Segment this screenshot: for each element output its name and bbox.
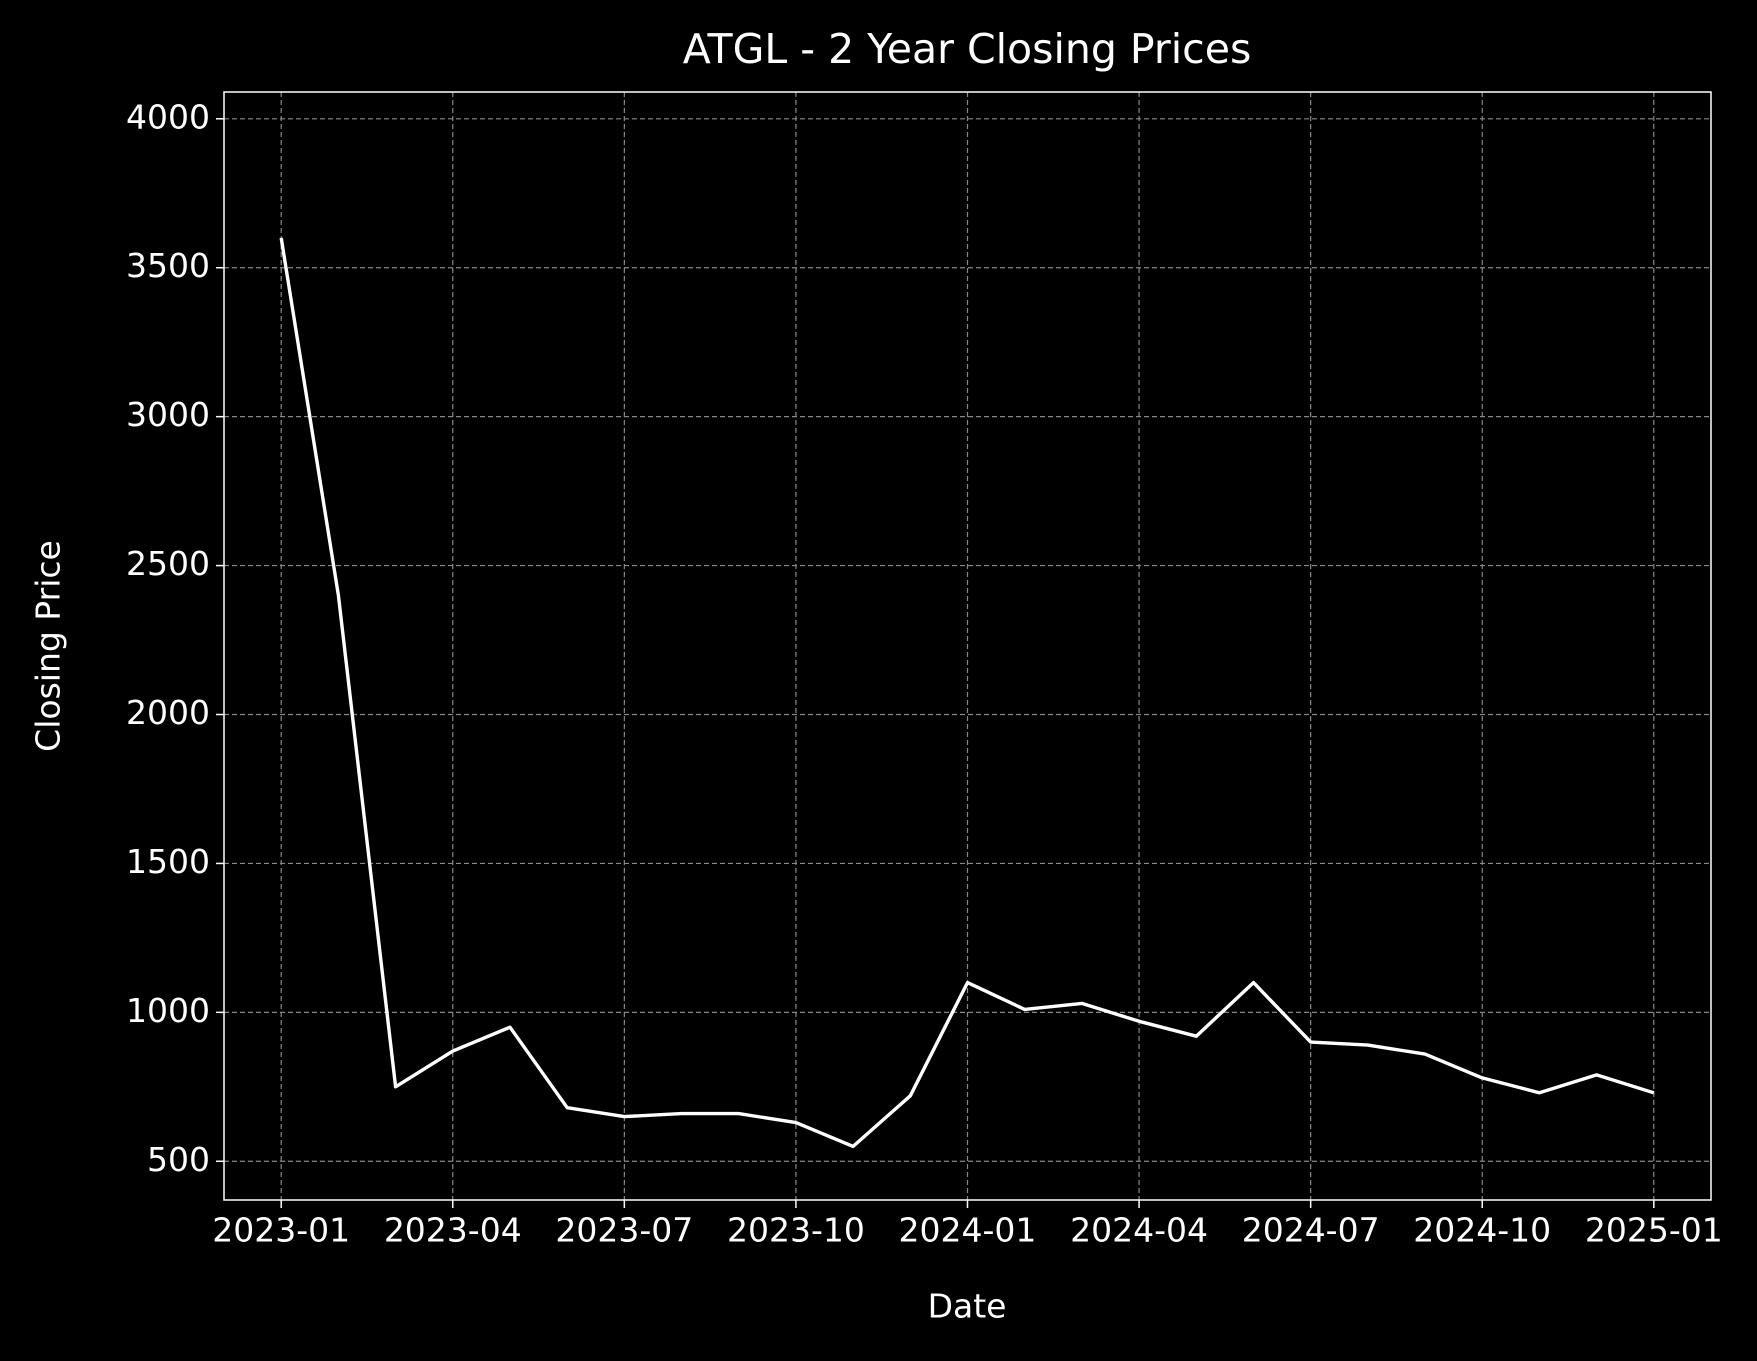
y-tick-label: 1000 [126,991,210,1030]
x-tick-label: 2024-10 [1413,1211,1551,1250]
y-tick-label: 3000 [126,395,210,434]
x-tick-label: 2025-01 [1585,1211,1723,1250]
y-tick-label: 1500 [126,842,210,881]
y-tick-label: 2500 [126,544,210,583]
x-tick-label: 2023-07 [555,1211,693,1250]
x-tick-label: 2024-04 [1070,1211,1208,1250]
price-line [279,237,1655,1149]
x-tick-label: 2023-04 [384,1211,522,1250]
plot-frame [223,91,1712,1201]
chart-title: ATGL - 2 Year Closing Prices [683,25,1252,73]
x-tick-label: 2023-10 [727,1211,865,1250]
x-tick-label: 2023-01 [212,1211,350,1250]
x-tick-label: 2024-01 [899,1211,1037,1250]
y-tick-label: 500 [147,1140,210,1179]
y-tick-label: 3500 [126,246,210,285]
x-axis-label: Date [928,1287,1007,1326]
x-tick-label: 2024-07 [1242,1211,1380,1250]
y-tick-label: 4000 [126,97,210,136]
y-axis-label: Closing Price [29,540,68,752]
y-tick-label: 2000 [126,693,210,732]
